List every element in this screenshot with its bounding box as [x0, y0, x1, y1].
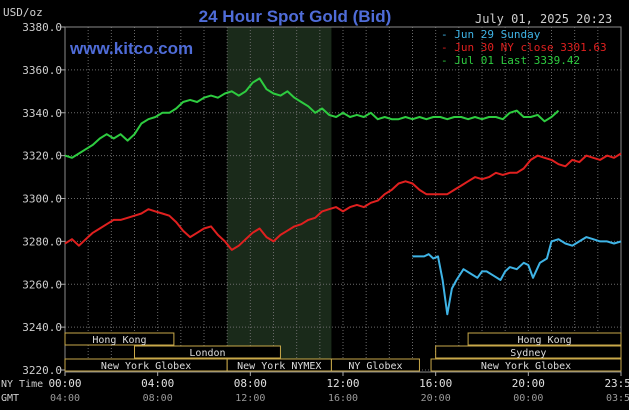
x-tick-label: 16:00 [328, 393, 358, 404]
series-line-2 [64, 77, 560, 159]
x-tick-label: 12:00 [235, 393, 265, 404]
session-box [64, 332, 175, 346]
y-tick-label: 3220.0 [22, 364, 62, 377]
x-tick-label: 20:00 [421, 393, 451, 404]
y-tick-label: 3340.0 [22, 107, 62, 120]
x-tick-label: 08:00 [143, 393, 173, 404]
session-label: New York Globex [481, 361, 571, 372]
y-tick-label: 3300.0 [22, 193, 62, 206]
x-tick-label: 00:00 [48, 377, 81, 390]
y-tick-label: 3260.0 [22, 278, 62, 291]
x-tick-label: 08:00 [234, 377, 267, 390]
legend-entry-0: - Jun 29 Sunday [441, 28, 541, 41]
y-axis-ticks: 3220.0 3240.0 3260.0 3280.0 3300.0 3320.0 3340… [22, 21, 65, 377]
session-box [435, 345, 622, 359]
session-box [134, 345, 281, 359]
session-box [430, 358, 622, 372]
session-box [330, 358, 420, 372]
x-tick-label: 12:00 [326, 377, 359, 390]
x-tick-label: 03:59 [606, 393, 629, 404]
x-tick-label: 23:59 [604, 377, 629, 390]
kitco-watermark[interactable]: www.kitco.com [69, 39, 193, 58]
legend: - Jun 29 Sunday- Jun 30 NY close 3301.63… [441, 28, 607, 67]
series-layer [64, 77, 622, 316]
x-axis-row-label: NY Time [1, 379, 43, 390]
x-tick-label: 16:00 [419, 377, 452, 390]
session-box [467, 332, 622, 346]
legend-entry-1: - Jun 30 NY close 3301.63 [441, 41, 607, 54]
x-axis-row-label: GMT [1, 393, 19, 404]
session-label: Hong Kong [517, 335, 571, 346]
unit-label: USD/oz [3, 6, 43, 19]
market-sessions: Hong Kong London New York Globex New York N… [64, 332, 622, 372]
x-tick-label: 20:00 [512, 377, 545, 390]
y-tick-label: 3320.0 [22, 150, 62, 163]
x-axis-ticks: NY Time 00:00 04:00 08:00 12:00 16:00 20:00 23:… [1, 372, 629, 404]
y-tick-label: 3380.0 [22, 21, 62, 34]
session-label: Hong Kong [92, 335, 146, 346]
y-tick-label: 3240.0 [22, 321, 62, 334]
session-label: Sydney [510, 348, 546, 359]
y-tick-label: 3360.0 [22, 64, 62, 77]
session-label: New York Globex [101, 361, 191, 372]
x-tick-label: 00:00 [513, 393, 543, 404]
series-line-1 [64, 152, 622, 251]
shaded-region [227, 27, 332, 372]
y-tick-label: 3280.0 [22, 235, 62, 248]
session-label: London [189, 348, 225, 359]
nymex-shade [227, 27, 332, 372]
x-tick-label: 04:00 [141, 377, 174, 390]
x-tick-label: 04:00 [50, 393, 80, 404]
session-label: New York NYMEX [237, 361, 321, 372]
timestamp: July 01, 2025 20:23 [475, 12, 612, 26]
chart-title: 24 Hour Spot Gold (Bid) [199, 7, 392, 26]
legend-entry-2: - Jul 01 Last 3339.42 [441, 54, 580, 67]
series-line-0 [412, 236, 622, 316]
session-label: NY Globex [348, 361, 402, 372]
